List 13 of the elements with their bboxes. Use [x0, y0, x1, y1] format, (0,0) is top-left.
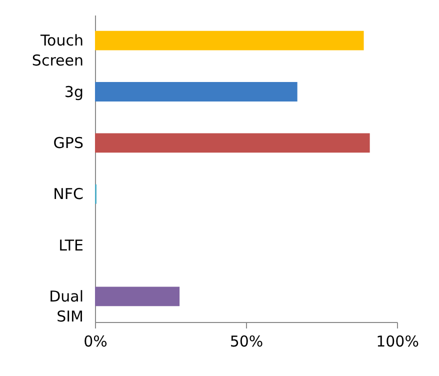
y-tick-label: GPS: [53, 134, 84, 152]
y-tick-label: 3g: [64, 82, 84, 101]
bar: [95, 286, 180, 306]
y-tick-label: LTE: [58, 236, 84, 254]
bar: [95, 30, 364, 50]
y-tick-label: NFC: [53, 185, 84, 204]
y-tick-label: Dual SIM: [49, 287, 84, 326]
x-tick-label: 0%: [84, 332, 108, 350]
x-tick-label: 50%: [230, 332, 264, 350]
y-tick-label: Touch Screen: [32, 32, 84, 70]
bar: [95, 133, 370, 153]
bar: [95, 82, 298, 102]
x-tick-label: 100%: [376, 332, 419, 350]
